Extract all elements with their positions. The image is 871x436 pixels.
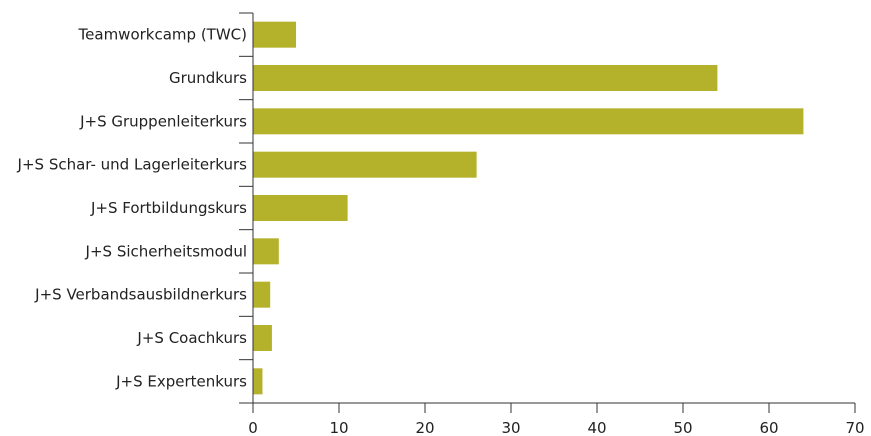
category-label: J+S Fortbildungskurs <box>90 199 247 217</box>
category-label: J+S Sicherheitsmodul <box>85 242 247 260</box>
bars <box>253 21 804 395</box>
category-label: J+S Gruppenleiterkurs <box>79 112 247 130</box>
bar <box>253 368 263 395</box>
bar <box>253 65 718 91</box>
category-label: Teamworkcamp (TWC) <box>78 26 247 44</box>
bar <box>253 281 271 308</box>
x-tick-label: 30 <box>501 419 520 436</box>
bar <box>253 108 804 135</box>
x-tick-label: 50 <box>673 419 692 436</box>
bar <box>253 195 348 221</box>
x-tick-label: 20 <box>415 419 434 436</box>
category-label: J+S Schar- und Lagerleiterkurs <box>17 156 248 174</box>
x-tick-label: 10 <box>329 419 348 436</box>
category-labels: Teamworkcamp (TWC) Grundkurs J+S Gruppenle… <box>17 26 248 391</box>
y-axis-ticks <box>239 12 253 404</box>
x-tick-label: 60 <box>759 419 778 436</box>
bar <box>253 151 477 178</box>
category-label: J+S Expertenkurs <box>115 372 247 390</box>
category-label: J+S Verbandsausbildnerkurs <box>34 286 247 304</box>
category-label: J+S Coachkurs <box>136 329 247 347</box>
x-tick-label: 70 <box>845 419 864 436</box>
x-axis-ticks: 0 10 20 30 40 50 60 70 <box>248 403 865 436</box>
bar <box>253 325 272 351</box>
x-tick-label: 40 <box>587 419 606 436</box>
bar <box>253 21 296 48</box>
x-tick-label: 0 <box>248 419 258 436</box>
bar <box>253 238 279 265</box>
category-label: Grundkurs <box>169 69 247 87</box>
